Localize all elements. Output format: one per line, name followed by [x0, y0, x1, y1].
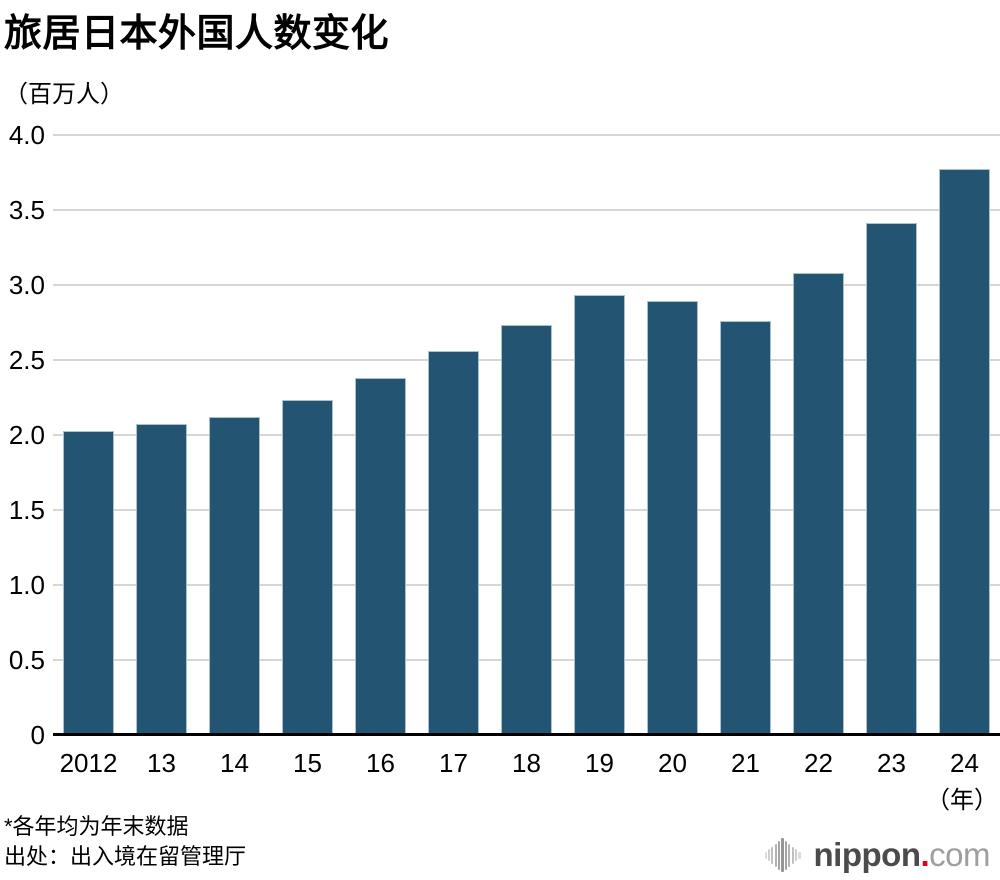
bar-21	[720, 321, 771, 735]
audio-wave-bar	[784, 840, 787, 870]
y-axis-label-3.5: 3.5	[8, 195, 45, 225]
audio-wave-bar	[778, 840, 781, 870]
audio-wave-bar	[788, 843, 791, 867]
gridline-3.0	[53, 284, 1000, 286]
bar-18	[501, 325, 552, 735]
y-axis-label-0.5: 0.5	[8, 645, 45, 675]
bar-23	[866, 223, 917, 735]
audio-wave-bar	[774, 843, 777, 867]
x-axis-label-21: 21	[731, 748, 760, 778]
bar-24	[939, 169, 990, 735]
audio-wave-bar	[771, 846, 774, 864]
bar-15	[282, 400, 333, 735]
x-axis-unit-label: （年）	[926, 787, 998, 814]
x-axis-label-18: 18	[512, 748, 541, 778]
footnotes: *各年均为年末数据 出处：出入境在留管理厅	[4, 812, 246, 872]
y-axis-labels: 0 0.5 1.0 1.5 2.0 2.5 3.0 3.5 4.0	[0, 120, 45, 750]
x-axis-label-17: 17	[439, 748, 468, 778]
x-axis-label-24: 24	[950, 748, 979, 778]
y-axis-label-1: 1.0	[8, 570, 45, 600]
y-axis-unit-label: （百万人）	[4, 81, 124, 108]
x-axis-label-19: 19	[585, 748, 614, 778]
bar-20	[647, 301, 698, 735]
y-axis-label-2.5: 2.5	[8, 345, 45, 375]
x-axis-label-22: 22	[804, 748, 833, 778]
footnote-note: *各年均为年末数据	[4, 814, 189, 839]
chart-title: 旅居日本外国人数变化	[4, 13, 390, 55]
plot-area	[53, 134, 1000, 736]
x-axis-labels: 2012 13 14 15 16 17 18 19 20 21 22 23 24	[53, 748, 1000, 779]
audio-wave-bar	[795, 849, 798, 861]
bar-13	[136, 424, 187, 735]
x-axis-label-2012: 2012	[59, 748, 118, 778]
footnote-source: 出处：出入境在留管理厅	[4, 844, 247, 869]
bar-19	[574, 295, 625, 735]
bar-16	[355, 378, 406, 735]
y-axis-label-0: 0	[30, 720, 45, 750]
y-axis-label-4: 4.0	[8, 120, 45, 150]
audio-wave-bar	[764, 851, 767, 859]
bars-row	[53, 135, 1000, 735]
x-axis-label-16: 16	[366, 748, 395, 778]
logo-text-nippon: nippon	[813, 836, 921, 873]
y-axis-label-3: 3.0	[8, 270, 45, 300]
bar-2012	[63, 431, 114, 735]
logo-text-dot: .	[920, 836, 930, 873]
audio-wave-bar	[781, 838, 784, 872]
audio-wave-icon	[764, 838, 801, 873]
bar-22	[793, 273, 844, 735]
x-axis-line	[53, 733, 1000, 736]
bar-17	[428, 351, 479, 735]
x-axis-label-23: 23	[877, 748, 906, 778]
nippon-logo: nippon.com	[764, 836, 991, 874]
x-axis-label-13: 13	[147, 748, 176, 778]
y-axis-label-2: 2.0	[8, 420, 45, 450]
audio-wave-bar	[798, 851, 801, 859]
x-axis-label-15: 15	[293, 748, 322, 778]
audio-wave-bar	[791, 846, 794, 864]
bar-14	[209, 417, 260, 735]
logo-text-com: com	[929, 836, 990, 873]
y-axis-label-1.5: 1.5	[8, 495, 45, 525]
x-axis-label-14: 14	[220, 748, 249, 778]
audio-wave-bar	[767, 849, 770, 861]
gridline-4.0	[53, 134, 1000, 136]
gridline-3.5	[53, 209, 1000, 211]
logo-text: nippon.com	[813, 836, 991, 874]
x-axis-label-20: 20	[658, 748, 687, 778]
